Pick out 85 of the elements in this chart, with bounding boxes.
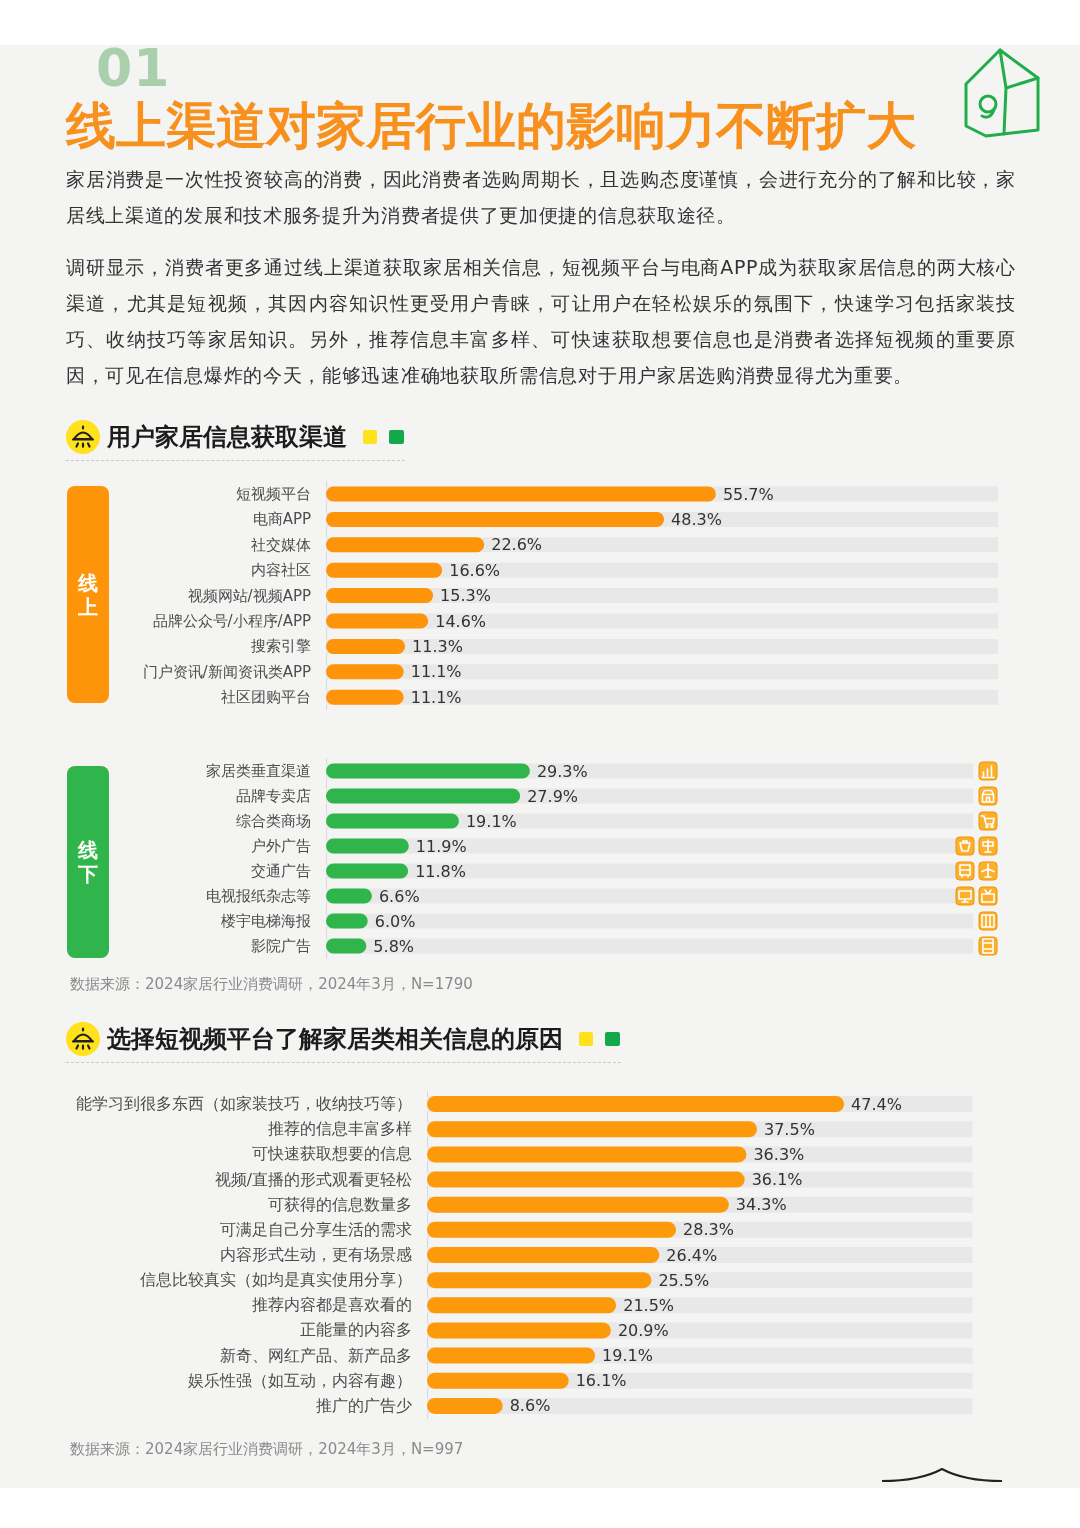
data-label: 25.5% <box>658 1270 710 1290</box>
y-tick-label: 内容形式生动，更有场景感 <box>220 1246 412 1264</box>
text: 家居消费是一次性投资较高的消费，因此消费者选购周期长，且选购态度谨慎，会进行充分的了解和比较，家居线上渠道的发展和技术服务提升为消费者提供了更加便捷的信息获取途径。 <box>66 167 1016 228</box>
y-tick-label: 户外广告 <box>251 837 311 855</box>
y-axis-title: 线上 <box>77 570 99 619</box>
y-axis-title: 线下 <box>77 838 99 886</box>
bar <box>427 1347 596 1364</box>
data-label: 47.4% <box>851 1094 902 1114</box>
data-label: 36.1% <box>751 1170 803 1190</box>
text: 01 <box>96 38 171 98</box>
y-tick-label: 推荐内容都是喜欢看的 <box>252 1296 412 1315</box>
y-tick-label: 信息比较真实（如均是真实使用分享） <box>140 1271 412 1290</box>
bar <box>326 588 434 604</box>
y-tick-label: 正能量的内容多 <box>300 1321 412 1340</box>
text: 线上渠道对家居行业的影响力不断扩大 <box>66 97 916 155</box>
bar <box>326 763 530 779</box>
y-tick-label: 短视频平台 <box>236 485 311 503</box>
data-label: 22.6% <box>491 535 543 555</box>
data-label: 27.9% <box>527 786 579 806</box>
y-tick-label: 社交媒体 <box>251 535 311 554</box>
data-label: 55.7% <box>722 484 774 504</box>
y-tick-label: 新奇、网红产品、新产品多 <box>220 1346 412 1365</box>
data-label: 14.6% <box>435 611 487 631</box>
data-label: 19.1% <box>465 811 517 831</box>
data-label: 6.6% <box>378 886 420 906</box>
data-label: 28.3% <box>683 1220 734 1240</box>
data-label: 6.0% <box>374 911 416 931</box>
bar <box>326 613 429 629</box>
y-tick-label: 电视报纸杂志等 <box>206 887 311 905</box>
bar <box>326 562 443 578</box>
data-label: 11.1% <box>410 687 462 707</box>
y-tick-label: 楼宇电梯海报 <box>221 912 311 930</box>
y-tick-label: 品牌公众号/小程序/APP <box>152 612 311 630</box>
y-tick-label: 视频/直播的形式观看更轻松 <box>214 1170 412 1189</box>
bar <box>326 689 404 705</box>
bar <box>326 664 404 680</box>
y-tick-label: 影院广告 <box>251 937 311 955</box>
data-label: 11.1% <box>410 662 462 682</box>
data-label: 21.5% <box>623 1295 675 1315</box>
chart-title: 选择短视频平台了解家居类相关信息的原因 <box>107 1024 563 1055</box>
y-tick-label: 电商APP <box>252 510 311 529</box>
data-label: 16.6% <box>449 560 501 580</box>
data-label: 8.6% <box>509 1396 551 1416</box>
y-tick-label: 家居类垂直渠道 <box>206 762 311 780</box>
chart-title: 用户家居信息获取渠道 <box>107 422 347 453</box>
bar <box>326 813 459 829</box>
data-label: 20.9% <box>617 1320 669 1340</box>
data-label: 11.9% <box>415 836 467 856</box>
data-label: 11.8% <box>415 861 466 881</box>
y-tick-label: 品牌专卖店 <box>236 787 311 805</box>
y-tick-label: 娱乐性强（如互动，内容有趣） <box>188 1371 412 1390</box>
y-tick-label: 可快速获取想要的信息 <box>252 1145 412 1164</box>
data-label: 19.1% <box>602 1346 653 1366</box>
y-tick-label: 搜索引擎 <box>251 637 311 656</box>
y-tick-label: 内容社区 <box>251 561 311 580</box>
data-label: 36.3% <box>753 1144 805 1164</box>
bar <box>326 537 485 553</box>
y-tick-label: 综合类商场 <box>236 812 311 830</box>
data-label: 34.3% <box>735 1195 787 1215</box>
y-tick-label: 能学习到很多东西（如家装技巧，收纳技巧等） <box>76 1095 412 1114</box>
source-note: 数据来源：2024家居行业消费调研，2024年3月，N=997 <box>70 1439 464 1459</box>
bar <box>326 838 409 854</box>
data-label: 29.3% <box>536 761 588 781</box>
data-label: 16.1% <box>575 1371 627 1391</box>
data-label: 37.5% <box>764 1119 815 1139</box>
y-tick-label: 可获得的信息数量多 <box>268 1195 412 1214</box>
y-tick-label: 推广的广告少 <box>316 1396 412 1415</box>
y-tick-label: 门户资讯/新闻资讯类APP <box>142 662 311 681</box>
text: 调研显示，消费者更多通过线上渠道获取家居相关信息，短视频平台与电商APP成为获取家居信息的两大核心渠道，尤其是短视频，其因内容知识性更受用户青睐，可让用户在轻松娱乐的氛围下，快速学习包括家装技巧、收纳技巧等家居知识。另外，推荐信息丰富多样、可快速获取想要信息也是消费者选择短视频的重要原因，可见在信息爆炸的今天，能够迅速准确地获取所需信息对于用户家居选购消费显得尤为重要。 <box>66 255 1016 388</box>
bar <box>326 788 521 804</box>
data-label: 15.3% <box>440 586 491 606</box>
y-tick-label: 可满足自己分享生活的需求 <box>220 1220 412 1239</box>
data-label: 26.4% <box>666 1245 718 1265</box>
y-tick-label: 视频网站/视频APP <box>187 586 311 605</box>
data-label: 11.3% <box>412 636 463 656</box>
bar <box>427 1372 569 1389</box>
data-label: 5.8% <box>373 936 415 956</box>
bar <box>326 638 406 654</box>
y-tick-label: 交通广告 <box>251 862 311 880</box>
y-tick-label: 社区团购平台 <box>221 688 311 707</box>
data-label: 48.3% <box>671 509 722 529</box>
y-tick-label: 推荐的信息丰富多样 <box>268 1120 412 1139</box>
source-note: 数据来源：2024家居行业消费调研，2024年3月，N=1790 <box>70 974 473 994</box>
bar <box>427 1397 503 1414</box>
bar <box>326 863 409 879</box>
